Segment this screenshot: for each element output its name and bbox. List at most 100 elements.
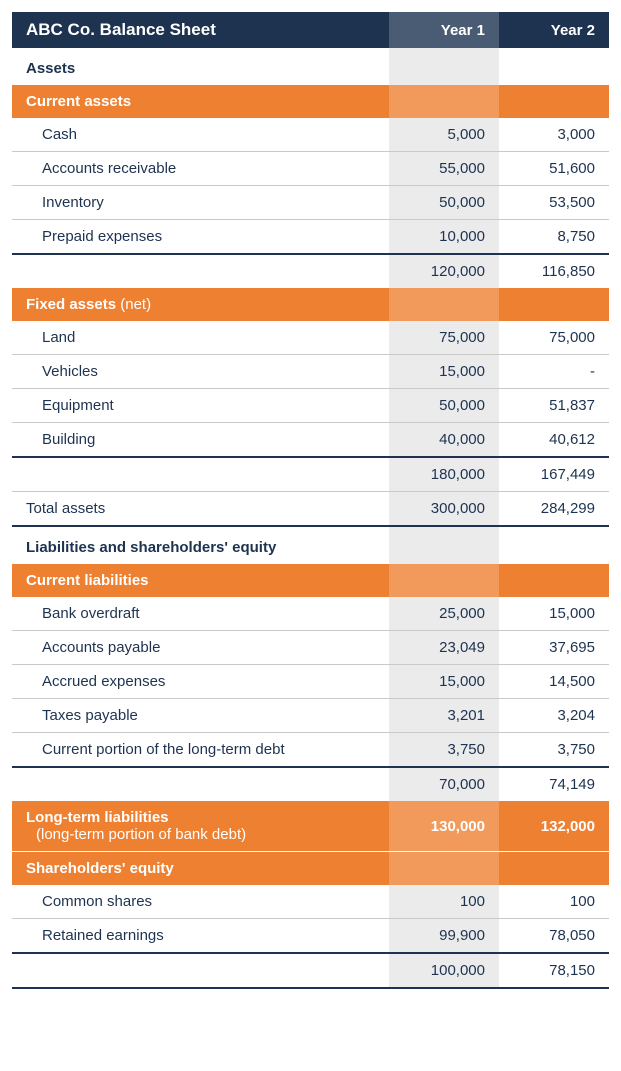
row-label: Taxes payable bbox=[12, 699, 389, 733]
fixed-assets-subtotal: 180,000 167,449 bbox=[12, 457, 609, 492]
row-label: Land bbox=[12, 321, 389, 355]
subtotal-y1: 120,000 bbox=[389, 254, 499, 288]
row-y2: 75,000 bbox=[499, 321, 609, 355]
row-label: Cash bbox=[12, 118, 389, 152]
table-row: Vehicles 15,000 - bbox=[12, 355, 609, 389]
row-y1: 5,000 bbox=[389, 118, 499, 152]
row-label: Vehicles bbox=[12, 355, 389, 389]
table-row: Prepaid expenses 10,000 8,750 bbox=[12, 220, 609, 255]
row-y1: 100 bbox=[389, 885, 499, 919]
row-label: Common shares bbox=[12, 885, 389, 919]
subtotal-y2: 78,150 bbox=[499, 953, 609, 988]
row-y1: 55,000 bbox=[389, 152, 499, 186]
subtotal-y1: 100,000 bbox=[389, 953, 499, 988]
row-label: Bank overdraft bbox=[12, 597, 389, 631]
long-term-main: Long-term liabilities bbox=[26, 809, 169, 826]
table-row: Current portion of the long-term debt 3,… bbox=[12, 733, 609, 768]
table-row: Inventory 50,000 53,500 bbox=[12, 186, 609, 220]
table-row: Common shares 100 100 bbox=[12, 885, 609, 919]
row-y2: 100 bbox=[499, 885, 609, 919]
current-liabilities-subtotal: 70,000 74,149 bbox=[12, 767, 609, 801]
row-y2: 3,204 bbox=[499, 699, 609, 733]
col-year2: Year 2 bbox=[499, 12, 609, 48]
liabilities-section-title: Liabilities and shareholders' equity bbox=[12, 526, 609, 564]
row-y1: 10,000 bbox=[389, 220, 499, 255]
fixed-assets-header: Fixed assets (net) bbox=[12, 288, 609, 321]
row-y2: 37,695 bbox=[499, 631, 609, 665]
row-label: Equipment bbox=[12, 389, 389, 423]
table-row: Taxes payable 3,201 3,204 bbox=[12, 699, 609, 733]
long-term-label: Long-term liabilities (long-term portion… bbox=[12, 801, 389, 852]
liabilities-label: Liabilities and shareholders' equity bbox=[12, 526, 389, 564]
assets-section-title: Assets bbox=[12, 48, 609, 85]
row-label: Prepaid expenses bbox=[12, 220, 389, 255]
row-y1: 75,000 bbox=[389, 321, 499, 355]
row-label: Accrued expenses bbox=[12, 665, 389, 699]
row-y2: 15,000 bbox=[499, 597, 609, 631]
fixed-assets-label: Fixed assets (net) bbox=[12, 288, 389, 321]
assets-label: Assets bbox=[12, 48, 389, 85]
fixed-assets-sub: (net) bbox=[120, 296, 151, 313]
current-assets-label: Current assets bbox=[12, 85, 389, 118]
row-y2: 51,837 bbox=[499, 389, 609, 423]
row-label: Accounts payable bbox=[12, 631, 389, 665]
row-label: Current portion of the long-term debt bbox=[12, 733, 389, 768]
table-row: Equipment 50,000 51,837 bbox=[12, 389, 609, 423]
equity-subtotal: 100,000 78,150 bbox=[12, 953, 609, 988]
row-y2: 8,750 bbox=[499, 220, 609, 255]
row-y1: 40,000 bbox=[389, 423, 499, 458]
row-y2: 14,500 bbox=[499, 665, 609, 699]
total-assets-row: Total assets 300,000 284,299 bbox=[12, 492, 609, 527]
row-y1: 15,000 bbox=[389, 355, 499, 389]
current-liabilities-label: Current liabilities bbox=[12, 564, 389, 597]
row-y1: 25,000 bbox=[389, 597, 499, 631]
table-row: Cash 5,000 3,000 bbox=[12, 118, 609, 152]
row-y2: 53,500 bbox=[499, 186, 609, 220]
table-row: Land 75,000 75,000 bbox=[12, 321, 609, 355]
total-assets-label: Total assets bbox=[12, 492, 389, 527]
subtotal-y1: 180,000 bbox=[389, 457, 499, 492]
current-assets-subtotal: 120,000 116,850 bbox=[12, 254, 609, 288]
row-y1: 99,900 bbox=[389, 919, 499, 954]
fixed-assets-main: Fixed assets bbox=[26, 296, 116, 313]
row-y2: 40,612 bbox=[499, 423, 609, 458]
subtotal-y2: 74,149 bbox=[499, 767, 609, 801]
long-term-sub: (long-term portion of bank debt) bbox=[26, 826, 375, 843]
table-title: ABC Co. Balance Sheet bbox=[12, 12, 389, 48]
row-y1: 23,049 bbox=[389, 631, 499, 665]
row-label: Accounts receivable bbox=[12, 152, 389, 186]
table-header-row: ABC Co. Balance Sheet Year 1 Year 2 bbox=[12, 12, 609, 48]
balance-sheet-table: ABC Co. Balance Sheet Year 1 Year 2 Asse… bbox=[12, 12, 609, 989]
subtotal-y2: 116,850 bbox=[499, 254, 609, 288]
table-row: Accrued expenses 15,000 14,500 bbox=[12, 665, 609, 699]
row-y2: - bbox=[499, 355, 609, 389]
subtotal-y2: 167,449 bbox=[499, 457, 609, 492]
table-row: Building 40,000 40,612 bbox=[12, 423, 609, 458]
total-assets-y1: 300,000 bbox=[389, 492, 499, 527]
row-y1: 50,000 bbox=[389, 186, 499, 220]
long-term-y1: 130,000 bbox=[389, 801, 499, 852]
shareholders-equity-label: Shareholders' equity bbox=[12, 852, 389, 886]
long-term-liabilities-row: Long-term liabilities (long-term portion… bbox=[12, 801, 609, 852]
row-y1: 3,750 bbox=[389, 733, 499, 768]
shareholders-equity-header: Shareholders' equity bbox=[12, 852, 609, 886]
col-year1: Year 1 bbox=[389, 12, 499, 48]
row-y1: 15,000 bbox=[389, 665, 499, 699]
row-y2: 51,600 bbox=[499, 152, 609, 186]
long-term-y2: 132,000 bbox=[499, 801, 609, 852]
row-label: Building bbox=[12, 423, 389, 458]
current-assets-header: Current assets bbox=[12, 85, 609, 118]
row-y1: 50,000 bbox=[389, 389, 499, 423]
table-row: Accounts payable 23,049 37,695 bbox=[12, 631, 609, 665]
row-y2: 3,750 bbox=[499, 733, 609, 768]
table-row: Retained earnings 99,900 78,050 bbox=[12, 919, 609, 954]
row-y1: 3,201 bbox=[389, 699, 499, 733]
row-label: Retained earnings bbox=[12, 919, 389, 954]
subtotal-y1: 70,000 bbox=[389, 767, 499, 801]
row-label: Inventory bbox=[12, 186, 389, 220]
current-liabilities-header: Current liabilities bbox=[12, 564, 609, 597]
table-row: Bank overdraft 25,000 15,000 bbox=[12, 597, 609, 631]
table-row: Accounts receivable 55,000 51,600 bbox=[12, 152, 609, 186]
total-assets-y2: 284,299 bbox=[499, 492, 609, 527]
row-y2: 78,050 bbox=[499, 919, 609, 954]
